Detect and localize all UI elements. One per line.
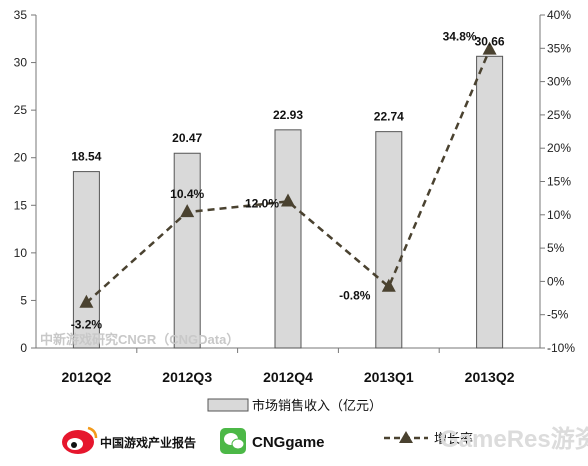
bar	[274, 129, 302, 349]
data-labels: 18.54 20.47 22.93 22.74 30.66 -3.2% 10.4% 12.0%…	[71, 30, 505, 332]
footer-left-brand: 中国游戏产业报告	[100, 435, 196, 450]
y-right-tick-label: -5%	[547, 308, 569, 322]
y-left-tick-label: 25	[14, 103, 28, 117]
line-marker	[79, 294, 94, 308]
y-right-tick-label: 10%	[547, 208, 571, 222]
line-value-label: -0.8%	[339, 289, 371, 303]
x-tick-label: 2013Q2	[465, 369, 515, 385]
footer-right-watermark: GameRes游资网	[440, 425, 588, 453]
legend: 市场销售收入（亿元） 增长率	[207, 398, 473, 447]
weibo-icon	[62, 426, 98, 454]
y-right-tick-label: 40%	[547, 8, 571, 22]
y-right-tick-label: -10%	[547, 341, 575, 355]
x-tick-label: 2012Q4	[263, 369, 313, 385]
y-left-tick-label: 30	[14, 56, 28, 70]
watermark-text: 中新游戏研究CNGR（CNGData）	[40, 332, 239, 347]
y-right-tick-label: 35%	[547, 41, 571, 55]
y-left-tick-label: 5	[20, 293, 27, 307]
wechat-icon	[220, 428, 246, 454]
x-tick-label: 2013Q1	[364, 369, 414, 385]
legend-bar-swatch	[207, 398, 249, 412]
bar-value-label: 22.93	[273, 108, 303, 122]
y-right-tick-label: 25%	[547, 108, 571, 122]
footer-middle-brand: CNGgame	[252, 434, 325, 451]
line-value-label: 12.0%	[245, 196, 279, 210]
bar	[375, 131, 403, 349]
y-right-tick-label: 15%	[547, 175, 571, 189]
y-right-tick-label: 30%	[547, 75, 571, 89]
growth-line-series	[79, 41, 497, 308]
y-left-tick-label: 20	[14, 151, 28, 165]
bar	[72, 171, 100, 349]
footer: 中国游戏产业报告 CNGgame GameRes游资网	[62, 425, 588, 454]
chart-axes: 0 5 10 15 20 25 30 35 -10% -5% 0% 5% 10% 15% 20% 25% 30%…	[14, 8, 576, 385]
bar-value-label: 18.54	[71, 150, 101, 164]
y-left-tick-label: 35	[14, 8, 28, 22]
bar-value-label: 22.74	[374, 110, 404, 124]
y-left-tick-label: 0	[20, 341, 27, 355]
legend-line-marker	[399, 431, 413, 443]
growth-line	[85, 49, 491, 304]
line-value-label: -3.2%	[71, 318, 103, 332]
y-left-tick-label: 15	[14, 198, 28, 212]
bar	[173, 152, 201, 349]
bar	[476, 55, 504, 349]
line-marker	[482, 41, 497, 55]
line-value-label: 10.4%	[170, 187, 204, 201]
bar-value-label: 30.66	[475, 34, 505, 48]
x-tick-label: 2012Q3	[162, 369, 212, 385]
line-marker	[381, 278, 396, 292]
y-right-tick-label: 0%	[547, 274, 565, 288]
line-marker	[281, 193, 295, 207]
legend-bar-label: 市场销售收入（亿元）	[252, 398, 382, 414]
line-value-label: 34.8%	[443, 30, 477, 44]
bar-value-label: 20.47	[172, 131, 202, 145]
line-marker	[180, 204, 195, 218]
y-right-tick-label: 5%	[547, 241, 565, 255]
x-tick-label: 2012Q2	[61, 369, 111, 385]
y-right-tick-label: 20%	[547, 141, 571, 155]
legend-line-label: 增长率	[434, 431, 473, 447]
y-left-tick-label: 10	[14, 246, 28, 260]
bar-series	[72, 55, 504, 349]
